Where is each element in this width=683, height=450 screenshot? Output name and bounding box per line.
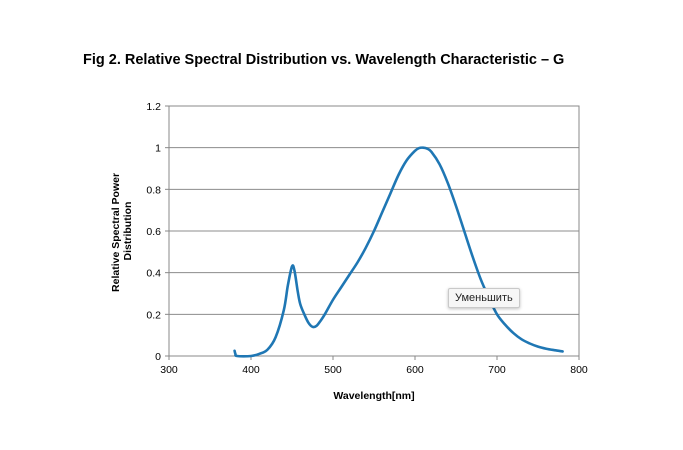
y-tick-label-4: 0.8 (146, 184, 161, 196)
y-tick-label-5: 1 (155, 143, 161, 155)
x-tick-label-2: 500 (324, 364, 342, 376)
x-tick-label-5: 800 (570, 364, 588, 376)
y-tick-label-2: 0.4 (146, 268, 161, 280)
y-axis-label-line-2: Distribution (122, 202, 134, 261)
y-axis-label: Relative Spectral Power Distribution (110, 170, 134, 292)
axis-ticks: 0 0.2 0.4 0.6 0.8 1 1.2 300 400 500 600 700 800 (146, 101, 588, 376)
y-tick-label-0: 0 (155, 351, 161, 363)
y-tick-label-3: 0.6 (146, 226, 161, 238)
x-tick-label-3: 600 (406, 364, 424, 376)
x-axis-label: Wavelength[nm] (333, 390, 414, 402)
y-tick-label-1: 0.2 (146, 309, 161, 321)
x-tick-label-1: 400 (242, 364, 260, 376)
x-tick-label-4: 700 (488, 364, 506, 376)
y-axis-label-line-1: Relative Spectral Power (110, 173, 122, 292)
y-tick-label-6: 1.2 (146, 101, 161, 113)
series-layer (233, 146, 564, 358)
series-line-0 (233, 146, 564, 358)
x-tick-label-0: 300 (160, 364, 178, 376)
zoom-out-tooltip[interactable]: Уменьшить (448, 288, 520, 308)
chart-title: Fig 2. Relative Spectral Distribution vs… (83, 52, 565, 68)
